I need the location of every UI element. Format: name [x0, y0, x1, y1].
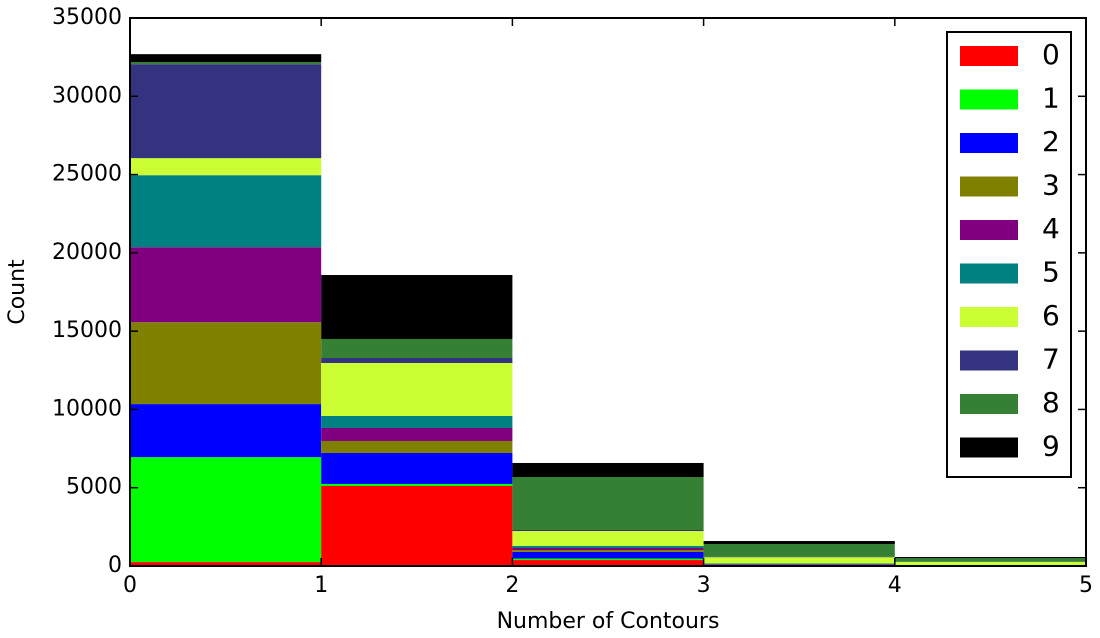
bar-segment: [703, 541, 895, 545]
bar-segment: [130, 175, 322, 248]
legend-label: 5: [1042, 256, 1060, 289]
bar-segment: [321, 452, 513, 484]
bar-segment: [512, 545, 704, 548]
bar-segment: [130, 457, 322, 563]
bar-segment: [130, 64, 322, 159]
bar-segment: [512, 558, 704, 561]
x-tick-label: 0: [123, 573, 137, 598]
y-tick-label: 25000: [52, 162, 122, 187]
legend-label: 1: [1042, 82, 1060, 115]
legend-swatch: [960, 350, 1018, 371]
x-tick-label: 5: [1079, 573, 1093, 598]
y-tick-label: 35000: [52, 5, 122, 30]
bar-segment: [321, 363, 513, 417]
legend-label: 6: [1042, 299, 1060, 332]
bar-segment: [703, 564, 895, 566]
legend-swatch: [960, 176, 1018, 197]
bar-segment: [321, 357, 513, 364]
legend-label: 9: [1042, 430, 1060, 463]
bar-segment: [130, 247, 322, 323]
bar-segment: [321, 440, 513, 453]
legend-swatch: [960, 89, 1018, 110]
bar-segment: [321, 416, 513, 428]
x-tick-label: 3: [697, 573, 711, 598]
bar-segment: [130, 562, 322, 566]
y-tick-label: 30000: [52, 83, 122, 108]
legend-label: 4: [1042, 212, 1060, 245]
legend-swatch: [960, 263, 1018, 284]
y-tick-label: 20000: [52, 240, 122, 265]
bar-segment: [130, 62, 322, 65]
legend: 0 1 2 3 4 5 6 7 8 9: [946, 31, 1072, 478]
bar-segment: [894, 561, 1086, 566]
bar-segment: [512, 551, 704, 559]
legend-swatch: [960, 394, 1018, 414]
bar-segment: [512, 529, 704, 532]
bar-segment: [512, 462, 704, 477]
bar-segment: [321, 483, 513, 486]
legend-swatch: [960, 133, 1018, 153]
bar-segment: [321, 275, 513, 339]
y-tick-label: 0: [108, 553, 122, 578]
bar-segment: [512, 531, 704, 546]
bar-segment: [894, 558, 1086, 562]
bar-segment: [130, 54, 322, 63]
x-axis-label: Number of Contours: [497, 609, 720, 634]
bar-segment: [130, 404, 322, 458]
y-tick-label: 10000: [52, 396, 122, 421]
legend-swatch: [960, 46, 1018, 66]
y-tick-label: 15000: [52, 318, 122, 343]
bar-segment: [703, 544, 895, 557]
bar-segment: [321, 485, 513, 566]
bar-segment: [512, 560, 704, 566]
bar-segment: [512, 550, 704, 552]
legend-label: 0: [1042, 38, 1060, 71]
bar-segment: [321, 427, 513, 441]
bar-segment: [512, 547, 704, 551]
legend-label: 8: [1042, 386, 1060, 419]
x-tick-label: 4: [888, 573, 902, 598]
legend-swatch: [960, 437, 1018, 458]
bar-segment: [130, 322, 322, 405]
y-tick-label: 5000: [66, 475, 122, 500]
plot-frame: [129, 17, 1087, 567]
legend-label: 2: [1042, 125, 1060, 158]
legend-label: 7: [1042, 343, 1060, 376]
legend-swatch: [960, 220, 1018, 240]
bar-segment: [321, 338, 513, 358]
bar-segment: [130, 158, 322, 176]
x-tick-label: 1: [314, 573, 328, 598]
bar-segment: [894, 556, 1086, 559]
bar-segment: [703, 557, 895, 564]
legend-swatch: [960, 307, 1018, 327]
legend-label: 3: [1042, 169, 1060, 202]
x-tick-label: 2: [505, 573, 519, 598]
y-axis-label: Count: [5, 259, 30, 325]
bar-segment: [512, 476, 704, 530]
